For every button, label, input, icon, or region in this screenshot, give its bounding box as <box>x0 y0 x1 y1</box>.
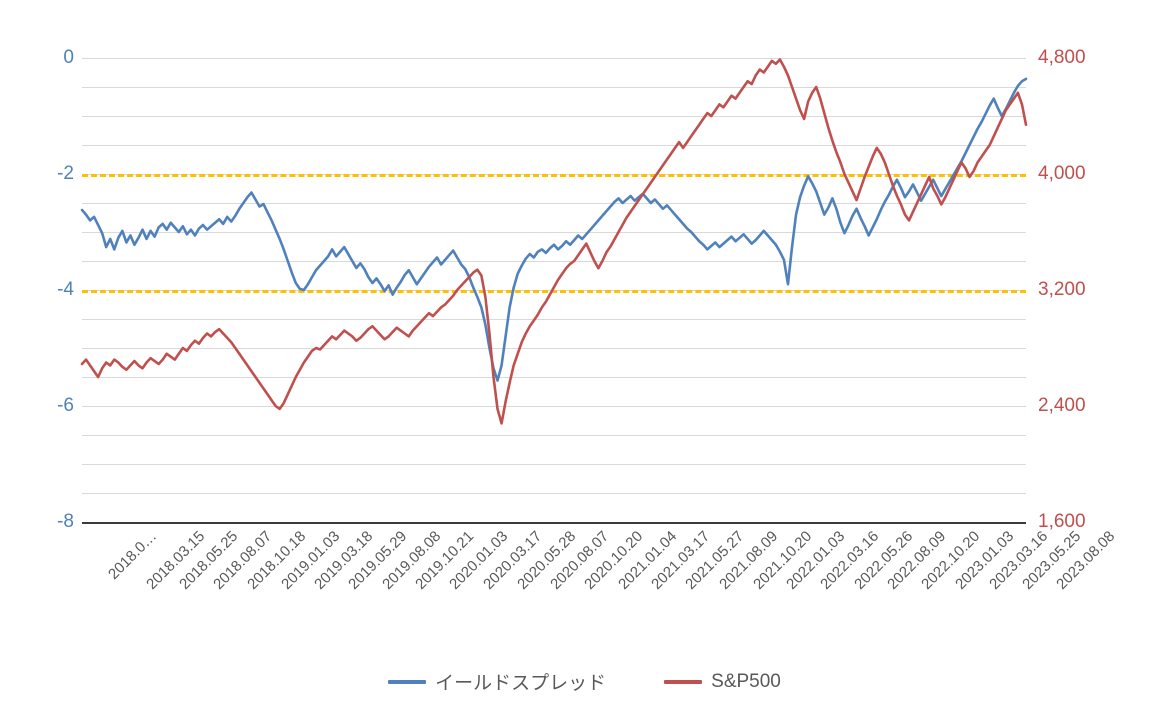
right-axis-tick-label: 4,000 <box>1038 163 1086 184</box>
left-axis-tick-label: -4 <box>57 279 74 300</box>
legend-label: イールドスプレッド <box>435 673 607 694</box>
series-line-sp500 <box>82 59 1026 423</box>
legend-label: S&P500 <box>711 670 781 692</box>
left-axis-tick-label: -2 <box>57 163 74 184</box>
series-layer <box>82 58 1026 522</box>
left-axis-tick-label: 0 <box>63 47 74 68</box>
right-axis-tick-label: 3,200 <box>1038 279 1086 300</box>
category-axis: 2018.0… 2018.03.15 2018.05.25 2018.08.07 201… <box>82 525 1118 640</box>
right-axis-tick-label: 1,600 <box>1038 511 1086 532</box>
left-axis-tick-label: -8 <box>57 511 74 532</box>
right-value-axis: 4,800 4,000 3,200 2,400 1,600 <box>1038 47 1158 532</box>
right-axis-tick-label: 4,800 <box>1038 47 1086 68</box>
axis-baseline <box>82 522 1026 524</box>
right-axis-tick-label: 2,400 <box>1038 395 1086 416</box>
series-line-yield-spread <box>82 79 1026 381</box>
left-value-axis: 0 -2 -4 -6 -8 <box>0 47 74 532</box>
legend-color-swatch <box>664 679 703 684</box>
legend-item[interactable]: S&P500 <box>664 671 781 693</box>
left-axis-tick-label: -6 <box>57 395 74 416</box>
legend-color-swatch <box>388 679 427 684</box>
chart-legend: イールドスプレッド S&P500 <box>0 668 1169 695</box>
plot-area <box>82 58 1026 524</box>
legend-item[interactable]: イールドスプレッド <box>388 668 606 695</box>
